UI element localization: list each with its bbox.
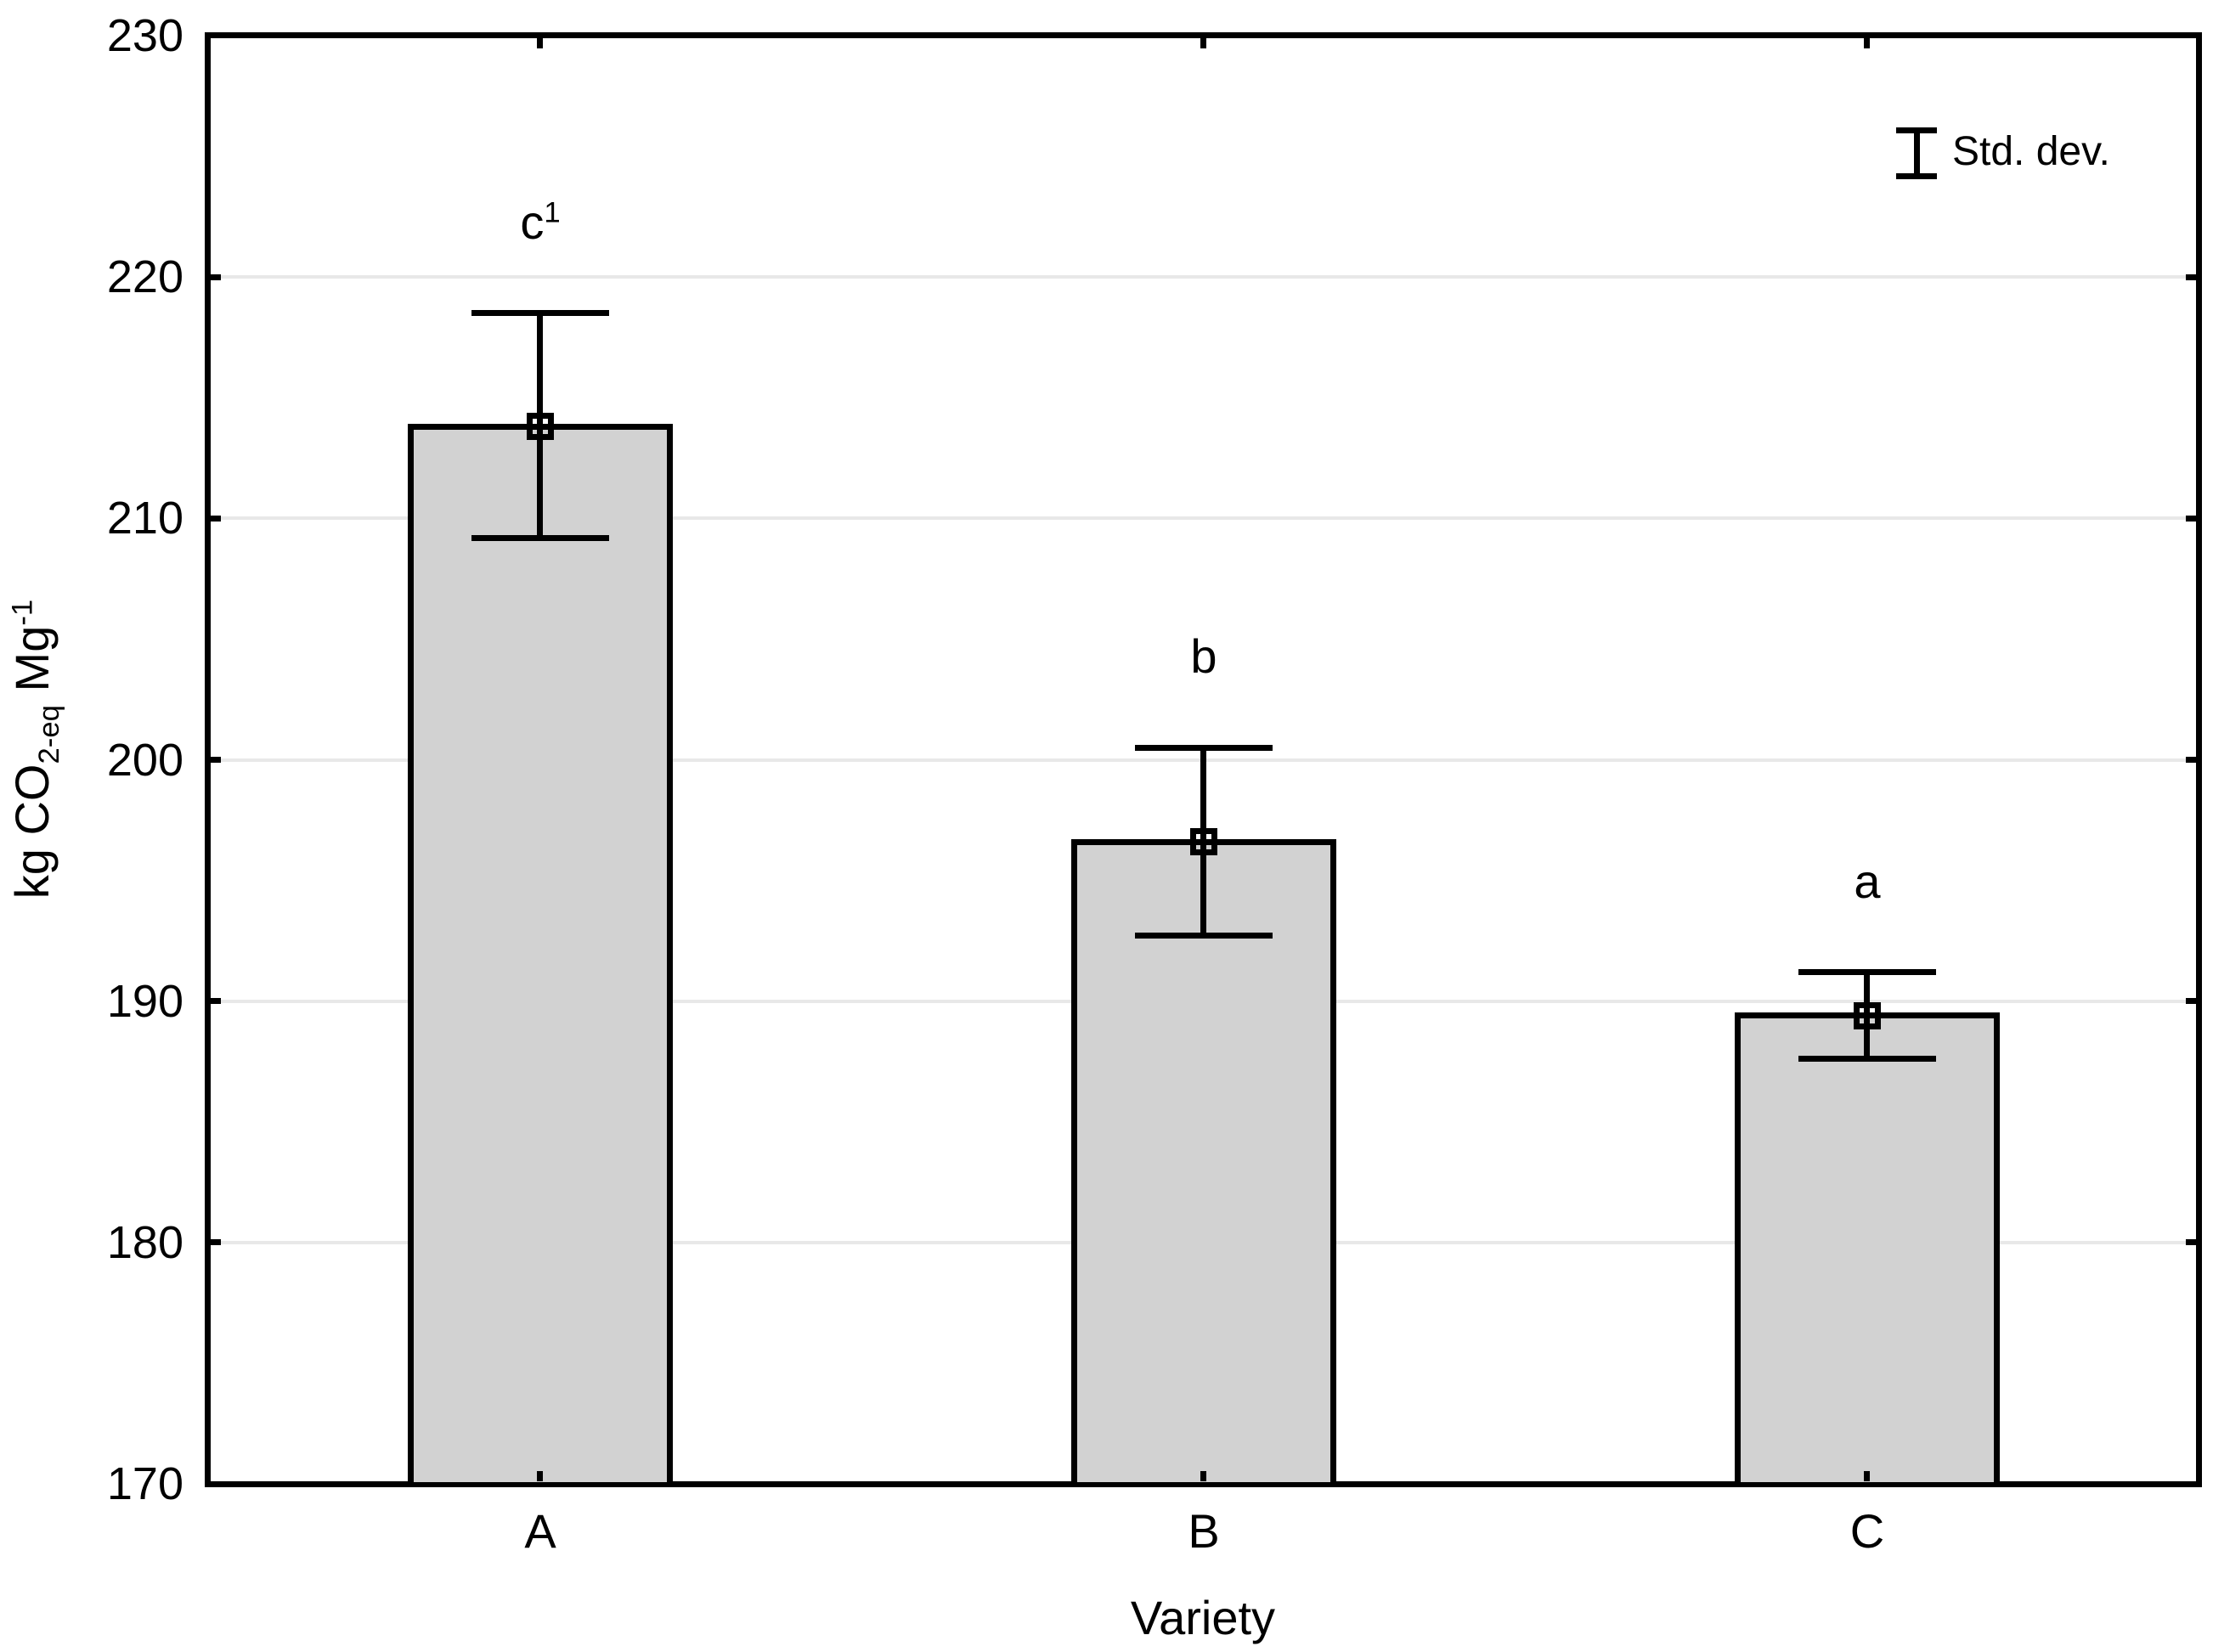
y-tick-label: 230: [106, 10, 183, 61]
y-tick-right: [2186, 274, 2196, 280]
mean-marker: [1190, 828, 1217, 855]
error-bar-line: [1200, 747, 1206, 936]
legend-label: Std. dev.: [1952, 129, 2110, 174]
y-tick-left: [211, 274, 221, 280]
mean-marker: [1854, 1002, 1881, 1029]
error-bar-lower-cap: [1135, 933, 1273, 939]
y-axis-title-superscript: -1: [6, 599, 39, 626]
y-tick-label: 210: [106, 493, 183, 544]
error-bar-icon-bottom-cap: [1896, 173, 1937, 179]
error-bar-line: [1864, 973, 1870, 1059]
y-tick-left: [211, 757, 221, 763]
bar: [408, 424, 673, 1482]
x-tick-top: [537, 38, 543, 48]
y-tick-label: 170: [106, 1458, 183, 1509]
error-bar-upper-cap: [1798, 969, 1936, 975]
y-tick-right: [2186, 998, 2196, 1004]
x-tick-bottom: [1864, 1471, 1870, 1481]
category-label: C: [1849, 1504, 1885, 1558]
y-tick-right: [2186, 516, 2196, 522]
sig-label: a: [1854, 854, 1881, 908]
plot-frame: [205, 32, 2202, 1487]
y-tick-label: 180: [106, 1217, 183, 1268]
error-bar-line: [537, 313, 543, 538]
x-axis-title: Variety: [1130, 1591, 1276, 1644]
x-tick-top: [1200, 38, 1206, 48]
mean-marker: [527, 413, 554, 440]
y-tick-right: [2186, 757, 2196, 763]
gridline: [211, 516, 2196, 520]
error-bar-lower-cap: [1798, 1056, 1936, 1062]
category-label: A: [524, 1504, 556, 1558]
gridline: [211, 275, 2196, 279]
y-tick-label: 190: [106, 976, 183, 1027]
error-bar-upper-cap: [471, 310, 609, 316]
sig-label: b: [1190, 629, 1217, 683]
y-tick-label: 200: [106, 735, 183, 786]
y-tick-left: [211, 1239, 221, 1245]
error-bar-lower-cap: [471, 535, 609, 541]
y-axis-title-unit: Mg: [5, 625, 59, 706]
y-tick-label: 220: [106, 251, 183, 302]
sig-label: c1: [520, 195, 561, 249]
error-bar-upper-cap: [1135, 745, 1273, 751]
category-label: B: [1188, 1504, 1220, 1558]
x-tick-bottom: [1200, 1471, 1206, 1481]
bar: [1735, 1012, 2000, 1482]
x-tick-bottom: [537, 1471, 543, 1481]
x-tick-top: [1864, 38, 1870, 48]
y-tick-right: [2186, 1239, 2196, 1245]
y-tick-left: [211, 516, 221, 522]
y-tick-left: [211, 998, 221, 1004]
error-bar-icon-line: [1914, 130, 1920, 176]
